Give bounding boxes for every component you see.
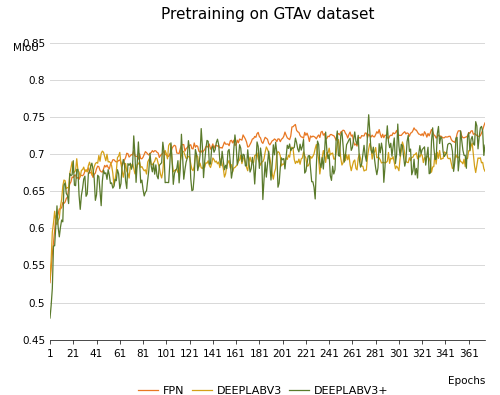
Text: Epochs: Epochs bbox=[448, 376, 485, 386]
DEEPLABV3 bbox=[336, 137, 342, 142]
Line: DEEPLABV3+: DEEPLABV3+ bbox=[50, 115, 485, 318]
DEEPLABV3 bbox=[264, 147, 270, 152]
DEEPLABV3 bbox=[47, 277, 53, 282]
DEEPLABV3+ bbox=[308, 167, 314, 171]
FPN bbox=[482, 120, 488, 125]
Title: Pretraining on GTAv dataset: Pretraining on GTAv dataset bbox=[161, 8, 374, 22]
DEEPLABV3 bbox=[154, 156, 160, 161]
Line: DEEPLABV3: DEEPLABV3 bbox=[50, 139, 485, 279]
DEEPLABV3+ bbox=[47, 316, 53, 320]
DEEPLABV3+ bbox=[186, 147, 192, 152]
DEEPLABV3 bbox=[196, 164, 202, 169]
DEEPLABV3+ bbox=[466, 130, 471, 135]
DEEPLABV3+ bbox=[482, 143, 488, 147]
FPN bbox=[264, 137, 270, 142]
FPN bbox=[464, 134, 470, 138]
DEEPLABV3+ bbox=[154, 173, 160, 178]
DEEPLABV3 bbox=[308, 154, 314, 159]
DEEPLABV3+ bbox=[264, 162, 270, 167]
DEEPLABV3+ bbox=[196, 163, 202, 167]
DEEPLABV3 bbox=[466, 149, 471, 153]
DEEPLABV3+ bbox=[366, 112, 372, 117]
FPN bbox=[47, 280, 53, 285]
Legend: FPN, DEEPLABV3, DEEPLABV3+: FPN, DEEPLABV3, DEEPLABV3+ bbox=[134, 381, 393, 395]
Line: FPN: FPN bbox=[50, 123, 485, 283]
DEEPLABV3 bbox=[482, 169, 488, 174]
Y-axis label: MIoU: MIoU bbox=[13, 43, 39, 53]
DEEPLABV3 bbox=[186, 154, 192, 159]
FPN bbox=[186, 143, 192, 148]
FPN bbox=[154, 150, 160, 155]
FPN bbox=[308, 134, 314, 138]
FPN bbox=[196, 149, 202, 154]
